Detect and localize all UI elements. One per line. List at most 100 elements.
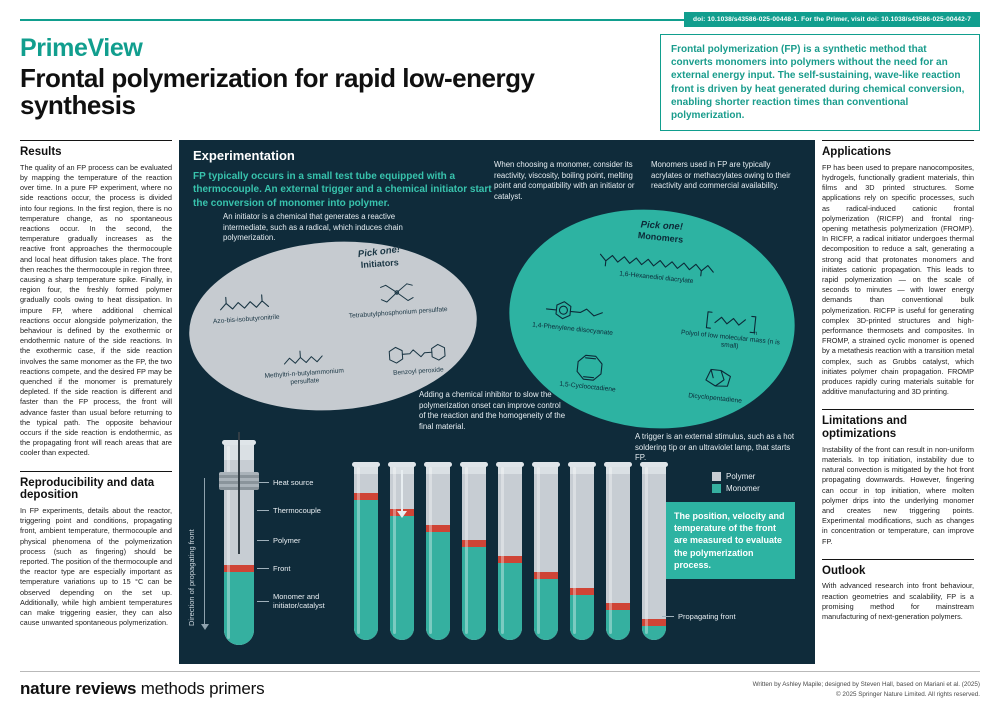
label-thermocouple: Thermocouple: [257, 506, 357, 515]
polymer-layer: [570, 473, 594, 588]
legend: Polymer Monomer: [712, 472, 760, 496]
legend-monomer-label: Monomer: [726, 484, 760, 494]
doi-banner: doi: 10.1038/s43586-025-00448-1. For the…: [683, 12, 980, 27]
air-layer: [498, 465, 522, 474]
applications-heading: Applications: [822, 140, 974, 159]
initiators-group: Pick one! Initiators Azo-bis-isobutyroni…: [183, 232, 483, 420]
label-monomer-initiator: Monomer and initiator/catalyst: [257, 592, 349, 610]
monomer-layer: [354, 500, 378, 641]
svg-text:n: n: [754, 331, 758, 335]
monomer-layer: [570, 594, 594, 641]
tube-progression-row: [352, 462, 670, 642]
tube-body: [498, 465, 522, 641]
masthead: PrimeView Frontal polymerization for rap…: [20, 34, 980, 132]
tube-rim: [352, 462, 380, 468]
leader-line: [257, 568, 269, 570]
reproducibility-heading: Reproducibility and data deposition: [20, 470, 172, 502]
outlook-body: With advanced research into front behavi…: [822, 581, 974, 621]
air-layer: [570, 465, 594, 474]
label-polymer: Polymer: [257, 536, 357, 545]
legend-monomer: Monomer: [712, 484, 760, 494]
section-results: Results The quality of an FP process can…: [20, 140, 172, 459]
test-tube-3: [424, 462, 452, 641]
intro-box: Frontal polymerization (FP) is a synthet…: [660, 34, 980, 132]
monomers-group: Pick one! Monomers 1,6-Hexanediol diacry…: [498, 195, 806, 443]
top-bar: doi: 10.1038/s43586-025-00448-1. For the…: [20, 12, 980, 27]
chemical-structure-icon: [545, 301, 603, 320]
leader-line: [257, 600, 269, 602]
tube-body: [354, 465, 378, 641]
tube-rim: [532, 462, 560, 468]
monomer-layer: [606, 610, 630, 641]
chemical-structure-icon: n: [705, 311, 758, 335]
title-block: PrimeView Frontal polymerization for rap…: [20, 34, 620, 119]
tube-rim: [388, 462, 416, 468]
polymer-layer: [354, 473, 378, 494]
chemical-methyltri-n-butylammonium-persulfate: Methyltri-n-butylammonium persulfate: [249, 345, 359, 390]
chemical-label: Azo-bis-isobutyronitrile: [212, 313, 280, 326]
journal-name-regular: methods primers: [136, 679, 265, 699]
chemical-label: Methyltri-n-butylammonium persulfate: [264, 367, 345, 386]
applications-body: FP has been used to prepare nanocomposit…: [822, 162, 974, 397]
note-inhibitor: Adding a chemical inhibitor to slow the …: [419, 390, 566, 431]
chemical-hexanediol-diacrylate: 1,6-Hexanediol diacrylate: [551, 244, 763, 293]
air-layer: [606, 465, 630, 474]
chemical-structure-icon: [380, 283, 414, 303]
axis-direction-label: Direction of propagating front: [187, 529, 196, 627]
polymer-layer: [426, 473, 450, 525]
front-layer: [570, 587, 594, 595]
chemical-tetrabutylphosphonium-persulfate: Tetrabutylphosphonium persulfate: [344, 274, 451, 321]
main-test-tube: [219, 432, 259, 646]
label-front: Front: [257, 564, 357, 573]
test-tube-9: [640, 462, 668, 641]
tube-rim: [640, 462, 668, 468]
tube-rim: [496, 462, 524, 468]
air-layer: [534, 465, 558, 474]
monomer-layer: [426, 531, 450, 641]
chemical-structure-icon: [599, 253, 714, 277]
experimentation-heading: Experimentation: [193, 148, 295, 164]
credit-line-1: Written by Ashley Mapile; designed by St…: [752, 681, 980, 689]
label-text: Polymer: [273, 536, 301, 546]
label-text: Propagating front: [678, 612, 736, 622]
tube-body: [642, 465, 666, 641]
front-layer: [606, 603, 630, 611]
monomers-pick-label: Pick one! Monomers: [615, 216, 707, 247]
measurement-callout: The position, velocity and temperature o…: [665, 502, 795, 579]
chemical-structure-icon: [388, 344, 446, 364]
credits: Written by Ashley Mapile; designed by St…: [753, 680, 980, 699]
air-layer: [390, 465, 414, 474]
section-limitations: Limitations and optimizations Instabilit…: [822, 409, 974, 546]
polymer-layer: [534, 473, 558, 572]
front-layer: [224, 564, 254, 572]
right-column: Applications FP has been used to prepare…: [822, 140, 974, 634]
journal-name: nature reviews methods primers: [20, 679, 265, 699]
legend-polymer-label: Polymer: [726, 472, 756, 482]
brand-primeview: PrimeView: [20, 34, 143, 62]
tube-rim: [424, 462, 452, 468]
front-layer: [534, 571, 558, 579]
chemical-azo-bis-isobutyronitrile: Azo-bis-isobutyronitrile: [199, 291, 293, 327]
section-outlook: Outlook With advanced research into fron…: [822, 558, 974, 622]
outlook-heading: Outlook: [822, 558, 974, 578]
front-layer: [354, 493, 378, 501]
content-columns: Results The quality of an FP process can…: [20, 140, 980, 665]
leader-line: [257, 510, 269, 512]
chemical-label: Tetrabutylphosphonium persulfate: [348, 306, 448, 320]
monomer-layer: [224, 571, 254, 646]
reproducibility-body: In FP experiments, details about the rea…: [20, 505, 172, 628]
credit-line-2: © 2025 Springer Nature Limited. All righ…: [836, 690, 980, 698]
label-text: Front: [273, 564, 291, 574]
experimentation-lede: FP typically occurs in a small test tube…: [193, 171, 492, 209]
test-tube-8: [604, 462, 632, 641]
thermocouple: [238, 432, 240, 555]
propagation-arrowhead-icon: [397, 511, 407, 519]
section-reproducibility: Reproducibility and data deposition In F…: [20, 470, 172, 629]
experimentation-panel: Experimentation FP typically occurs in a…: [179, 140, 815, 665]
chemical-label: Polyol of low molecular mass (n is small…: [680, 329, 781, 350]
label-text: Thermocouple: [273, 506, 321, 516]
leader-line: [257, 482, 269, 484]
note-monomer-choice: When choosing a monomer, consider its re…: [494, 160, 635, 201]
label-propagating-front: Propagating front: [662, 612, 736, 621]
